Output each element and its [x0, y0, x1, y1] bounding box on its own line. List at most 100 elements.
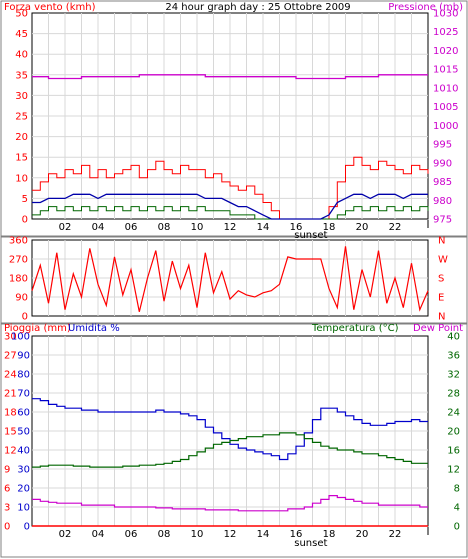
direction-tick-label: 180 — [9, 274, 28, 285]
rain-tick-label: 24 — [4, 370, 17, 381]
humidity-tick-label: 80 — [17, 370, 30, 381]
hour-tick-label: 16 — [290, 222, 303, 233]
temperature-tick-label: 36 — [447, 351, 460, 362]
hour-tick-label: 16 — [290, 529, 303, 540]
hour-tick-label: 02 — [59, 529, 72, 540]
temperature-axis-title: Temperatura (°C) — [311, 323, 399, 334]
rain-tick-label: 3 — [4, 503, 10, 514]
hour-tick-label: 14 — [257, 222, 270, 233]
hour-tick-label: 18 — [323, 529, 336, 540]
hour-tick-label: 14 — [257, 529, 270, 540]
wind-tick-label: 40 — [15, 50, 28, 61]
direction-tick-label: 0 — [22, 312, 28, 323]
pressure-tick-label: 975 — [433, 215, 452, 226]
pressure-tick-label: 1010 — [433, 83, 458, 94]
wind-axis-title: Forza vento (kmh) — [4, 2, 96, 13]
pressure-axis-title: Pressione (mb) — [388, 2, 463, 13]
wind-gust-series — [32, 156, 429, 220]
direction-tick-label: 90 — [15, 293, 28, 304]
compass-tick-label: W — [438, 255, 448, 266]
hour-tick-label: 02 — [59, 222, 72, 233]
hour-tick-label: 22 — [389, 222, 402, 233]
wind-direction-series — [31, 246, 429, 312]
temperature-tick-label: 4 — [454, 503, 460, 514]
wind-tick-label: 25 — [15, 112, 28, 123]
pressure-tick-label: 995 — [433, 140, 452, 151]
rain-tick-label: 0 — [4, 522, 10, 533]
humidity-tick-label: 40 — [17, 446, 30, 457]
pressure-tick-label: 1005 — [433, 102, 458, 113]
hour-tick-label: 18 — [323, 222, 336, 233]
pressure-series — [32, 74, 428, 80]
pressure-tick-label: 1000 — [433, 121, 458, 132]
hour-tick-label: 20 — [356, 222, 369, 233]
hour-tick-label: 06 — [125, 222, 138, 233]
temperature-tick-label: 40 — [447, 332, 460, 343]
wind-tick-label: 50 — [15, 9, 28, 20]
wind-tick-label: 20 — [15, 132, 28, 143]
wind-tick-label: 10 — [15, 173, 28, 184]
humidity-tick-label: 10 — [17, 503, 30, 514]
hour-tick-label: 06 — [125, 529, 138, 540]
hour-tick-label: 22 — [389, 529, 402, 540]
wind-avg-series — [32, 193, 428, 220]
temperature-tick-label: 20 — [447, 427, 460, 438]
pressure-tick-label: 1030 — [433, 9, 458, 20]
rain-tick-label: 30 — [4, 332, 17, 343]
temperature-tick-label: 28 — [447, 389, 460, 400]
humidity-axis-title: Umidita % — [68, 323, 120, 334]
direction-tick-label: 360 — [9, 236, 28, 247]
humidity-tick-label: 50 — [17, 427, 30, 438]
rain-tick-label: 18 — [4, 408, 17, 419]
temperature-tick-label: 32 — [447, 370, 460, 381]
pressure-tick-label: 1020 — [433, 46, 458, 57]
humidity-tick-label: 60 — [17, 408, 30, 419]
compass-tick-label: N — [438, 236, 445, 247]
temperature-tick-label: 16 — [447, 446, 460, 457]
humidity-tick-label: 30 — [17, 465, 30, 476]
compass-tick-label: E — [438, 293, 444, 304]
grid-layer — [32, 13, 428, 526]
humidity-tick-label: 0 — [24, 522, 30, 533]
hour-tick-label: 10 — [191, 222, 204, 233]
hour-tick-label: 10 — [191, 529, 204, 540]
sunset-label: sunset — [294, 230, 327, 241]
tick-layer: 0510152025303540455097598098599099510001… — [4, 9, 460, 550]
dewpoint-series — [32, 495, 428, 512]
pressure-tick-label: 990 — [433, 158, 452, 169]
hour-tick-label: 04 — [92, 222, 105, 233]
wind-tick-label: 30 — [15, 91, 28, 102]
dewpoint-axis-title: Dew Point — [413, 323, 463, 334]
temperature-series — [32, 432, 428, 468]
temperature-tick-label: 8 — [454, 484, 460, 495]
sunset-label: sunset — [294, 538, 327, 549]
humidity-series — [32, 398, 428, 461]
hour-tick-label: 12 — [224, 222, 237, 233]
compass-tick-label: S — [438, 274, 444, 285]
rain-tick-label: 9 — [4, 465, 10, 476]
pressure-tick-label: 1025 — [433, 27, 458, 38]
humidity-tick-label: 70 — [17, 389, 30, 400]
humidity-tick-label: 90 — [17, 351, 30, 362]
temperature-tick-label: 12 — [447, 465, 460, 476]
pressure-tick-label: 1015 — [433, 65, 458, 76]
wind-tick-label: 0 — [22, 215, 28, 226]
wind-low-series — [32, 206, 429, 220]
series-layer — [31, 74, 429, 527]
rain-tick-label: 12 — [4, 446, 17, 457]
rain-tick-label: 6 — [4, 484, 10, 495]
compass-tick-label: N — [438, 312, 445, 323]
hour-tick-label: 04 — [92, 529, 105, 540]
pressure-tick-label: 985 — [433, 177, 452, 188]
humidity-tick-label: 100 — [11, 332, 30, 343]
hour-tick-label: 08 — [158, 529, 171, 540]
pressure-tick-label: 980 — [433, 196, 452, 207]
chart-title: 24 hour graph day : 25 Ottobre 2009 — [165, 2, 350, 13]
hour-tick-label: 12 — [224, 529, 237, 540]
rain-axis-title: Pioggia (mm) — [4, 323, 71, 334]
wind-tick-label: 5 — [22, 194, 28, 205]
hour-tick-label: 20 — [356, 529, 369, 540]
humidity-tick-label: 20 — [17, 484, 30, 495]
rain-tick-label: 21 — [4, 389, 17, 400]
